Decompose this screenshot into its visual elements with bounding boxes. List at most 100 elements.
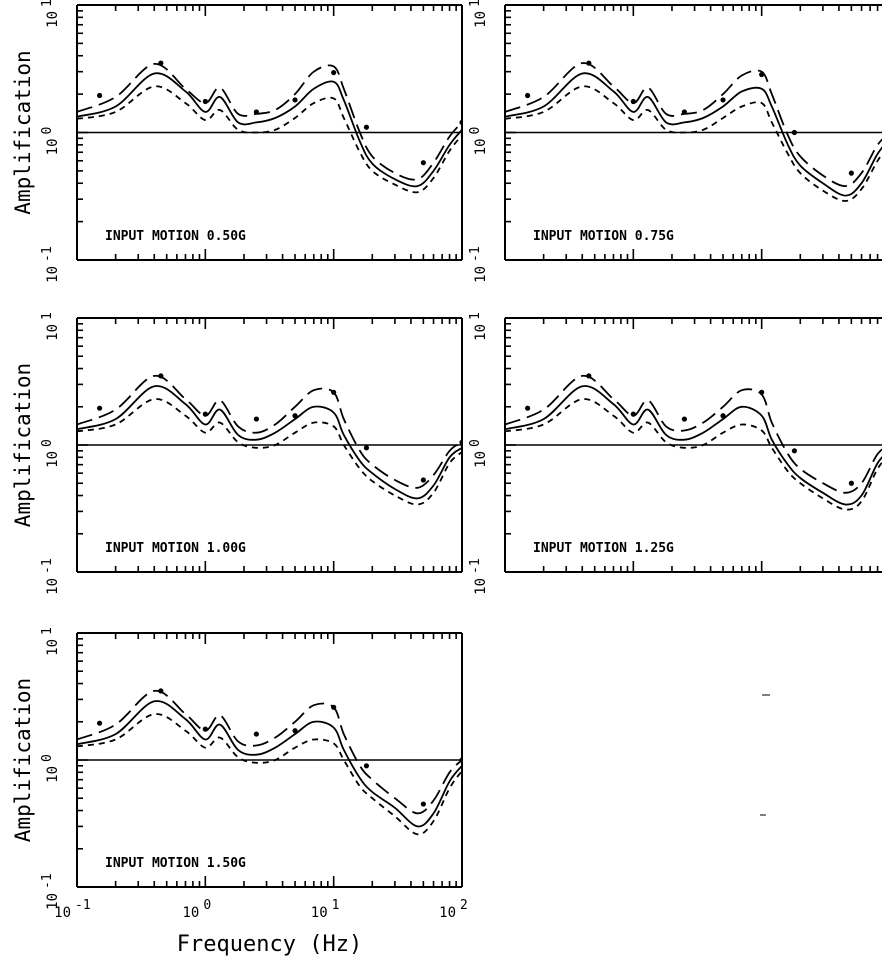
data-point [158, 373, 164, 379]
data-point [420, 477, 426, 483]
y-tick-label: 10 1 [468, 312, 489, 341]
data-point [681, 109, 688, 115]
series-line-long-dash [505, 62, 882, 187]
series-line-short-dash [505, 85, 882, 202]
data-point [759, 389, 765, 395]
x-tick-base: 10 [54, 905, 71, 921]
series-group [77, 688, 462, 836]
y-tick-base: 10 [473, 451, 489, 468]
x-tick-exponent: 1 [332, 898, 340, 913]
data-point [681, 416, 688, 422]
x-ticks [77, 5, 462, 260]
data-point [158, 688, 164, 694]
x-axis-title: Frequency (Hz) [177, 932, 362, 957]
y-tick-exponent: -1 [40, 558, 55, 574]
y-tick-exponent: 1 [468, 0, 483, 7]
y-tick-label: 10 0 [40, 439, 61, 468]
y-axis-title: Amplification [11, 363, 35, 527]
y-tick-label: 10 1 [40, 312, 61, 341]
data-point [253, 416, 260, 422]
data-point [331, 389, 337, 395]
y-axis-title: Amplification [11, 678, 35, 842]
series-group [505, 60, 882, 202]
data-point [96, 405, 103, 411]
x-tick-base: 10 [182, 905, 199, 921]
data-point [586, 60, 592, 66]
data-point [459, 757, 462, 763]
x-tick-exponent: 2 [460, 898, 468, 913]
x-ticks [505, 5, 879, 260]
y-tick-base: 10 [473, 139, 489, 156]
data-point [459, 439, 462, 445]
data-point [202, 98, 208, 105]
y-tick-base: 10 [45, 324, 61, 341]
y-tick-label: 10 1 [40, 0, 61, 28]
series-line-long-dash [77, 374, 462, 489]
y-tick-base: 10 [45, 451, 61, 468]
series-line-short-dash [77, 398, 462, 506]
data-point [158, 60, 164, 66]
input-motion-label: INPUT MOTION 0.75G [533, 229, 674, 244]
data-point [202, 726, 208, 732]
input-motion-label: INPUT MOTION 1.25G [533, 541, 674, 556]
y-tick-exponent: 0 [40, 127, 55, 135]
y-tick-base: 10 [45, 578, 61, 595]
data-point [848, 480, 854, 486]
series-line-solid [77, 385, 462, 500]
y-tick-base: 10 [45, 139, 61, 156]
series-line-solid [77, 72, 462, 188]
data-point [363, 124, 370, 130]
series-line-long-dash [77, 63, 462, 181]
data-point [630, 411, 636, 417]
y-tick-label: 10 0 [468, 127, 489, 156]
y-tick-label: 10 1 [40, 627, 61, 656]
data-point [524, 92, 531, 99]
y-tick-label: 10 0 [40, 127, 61, 156]
y-tick-label: 10 0 [40, 754, 61, 783]
y-axis-title: Amplification [11, 50, 35, 214]
series-line-solid [505, 72, 882, 197]
y-tick-label: 10-1 [40, 246, 61, 283]
y-tick-label: 10-1 [468, 246, 489, 283]
x-tick-base: 10 [439, 905, 456, 921]
y-tick-exponent: 1 [468, 312, 483, 320]
x-tick-exponent: 0 [203, 898, 211, 913]
series-line-short-dash [505, 398, 882, 511]
series-line-short-dash [77, 713, 462, 836]
y-tick-base: 10 [473, 578, 489, 595]
data-point [292, 97, 298, 103]
x-tick-base: 10 [311, 905, 328, 921]
y-tick-exponent: -1 [468, 558, 483, 574]
y-tick-base: 10 [473, 266, 489, 283]
series-group [77, 373, 462, 506]
series-line-solid [77, 700, 462, 828]
y-tick-exponent: 1 [40, 627, 55, 635]
data-point [253, 731, 260, 737]
input-motion-label: INPUT MOTION 1.50G [105, 856, 246, 871]
data-point [720, 97, 726, 103]
data-point [848, 170, 854, 176]
input-motion-label: INPUT MOTION 1.00G [105, 541, 246, 556]
series-line-long-dash [505, 374, 882, 494]
chart-panel-3: 10 -1 100 101 INPUT MOTION 1.00G Amplificatio… [11, 312, 463, 595]
y-tick-exponent: -1 [40, 873, 55, 889]
series-line-short-dash [77, 85, 462, 194]
input-motion-label: INPUT MOTION 0.50G [105, 229, 246, 244]
y-tick-base: 10 [45, 766, 61, 783]
y-tick-exponent: 0 [468, 439, 483, 447]
y-tick-exponent: -1 [40, 246, 55, 262]
data-point [292, 413, 298, 419]
data-point [791, 448, 798, 454]
data-point [759, 71, 765, 78]
data-point [524, 405, 531, 411]
series-line-long-dash [77, 689, 462, 815]
series-group [77, 60, 462, 194]
y-tick-exponent: -1 [468, 246, 483, 262]
x-ticks [77, 318, 462, 572]
x-ticks [505, 318, 879, 572]
y-tick-base: 10 [45, 266, 61, 283]
data-point [586, 373, 592, 379]
